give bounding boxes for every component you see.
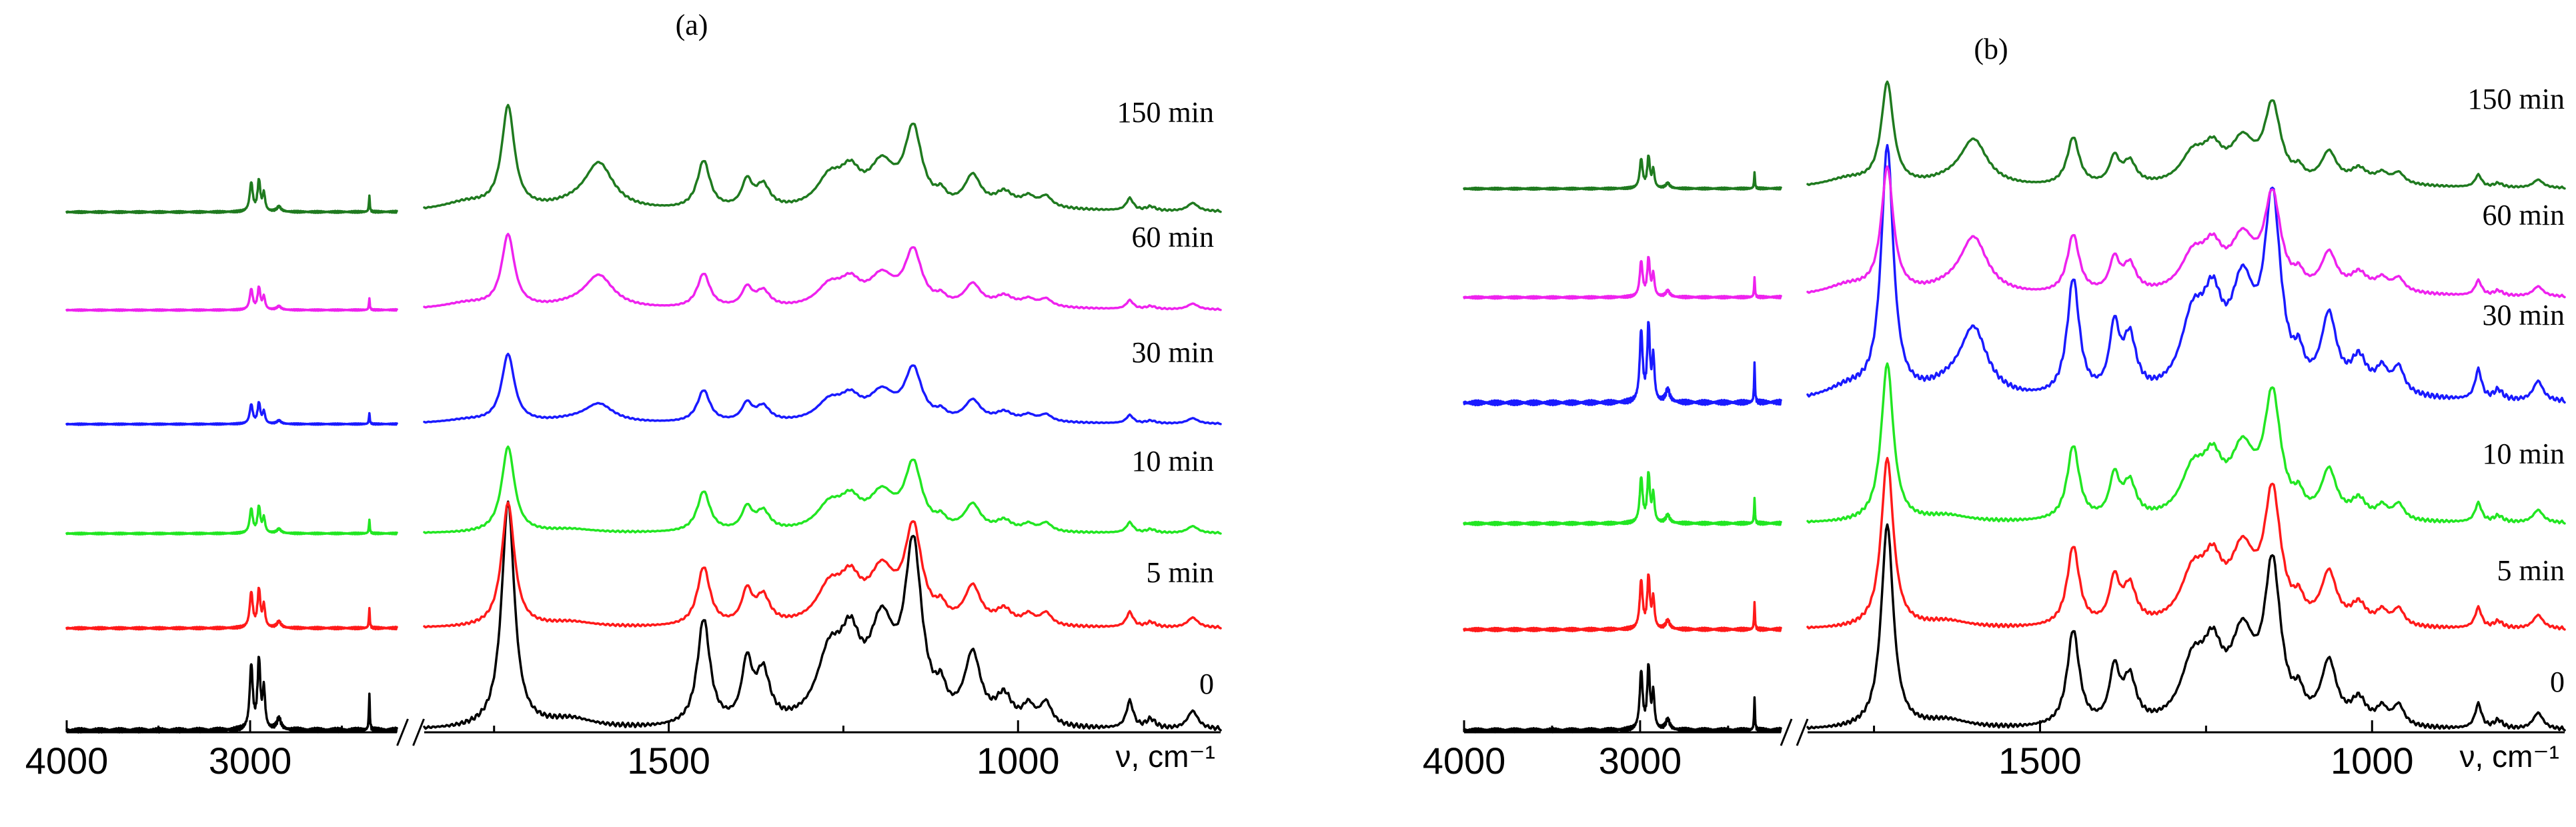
panel-a-spectra xyxy=(65,103,1222,734)
spectrum-10min-seg2 xyxy=(423,445,1222,535)
spectrum-0-seg1 xyxy=(1463,663,1782,734)
panel-a-label-10min: 10 min xyxy=(1132,445,1214,478)
spectrum-5min-seg1 xyxy=(65,586,398,631)
panel-b-label-5min: 5 min xyxy=(2497,554,2565,587)
spectrum-60min-seg2 xyxy=(423,233,1222,311)
panel-a-label-5min: 5 min xyxy=(1147,556,1214,589)
spectrum-10min-seg2 xyxy=(1806,362,2566,525)
panel-a-tick-1500: 1500 xyxy=(627,740,710,782)
panel-b-tick-1000: 1000 xyxy=(2331,740,2414,782)
panel-a-tick-1000: 1000 xyxy=(977,740,1060,782)
panel-b-x-unit-label: ν, cm⁻¹ xyxy=(2460,739,2559,774)
axis-break-mark xyxy=(396,718,409,746)
panel-b-label: (b) xyxy=(1974,33,2008,65)
panel-a-tick-4000: 4000 xyxy=(25,740,109,782)
panel-a-label: (a) xyxy=(676,9,708,41)
spectrum-60min-seg2 xyxy=(1806,165,2566,299)
panel-b-label-30min: 30 min xyxy=(2483,299,2565,331)
panel-a-label-150min: 150 min xyxy=(1117,96,1214,129)
spectrum-0-seg2 xyxy=(1806,523,2566,732)
spectrum-150min-seg1 xyxy=(65,177,398,215)
panel-a-label-30min: 30 min xyxy=(1132,336,1214,369)
panel-b-x-axis xyxy=(1463,718,2565,746)
panel-b-label-0: 0 xyxy=(2550,666,2565,698)
spectrum-0-seg2 xyxy=(423,500,1222,732)
panel-b-label-150min: 150 min xyxy=(2468,83,2565,115)
panel-b-label-10min: 10 min xyxy=(2483,438,2565,470)
axis-break-mark xyxy=(1780,718,1793,746)
panel-a-label-0: 0 xyxy=(1199,668,1214,700)
spectrum-30min-seg1 xyxy=(1463,321,1782,407)
panel-b-tick-4000: 4000 xyxy=(1423,740,1506,782)
spectrum-30min-seg2 xyxy=(1806,143,2566,404)
panel-a: (a) 4000 3000 1500 1000 ν, cm⁻¹ 0 5 min … xyxy=(25,9,1222,782)
spectrum-0-seg1 xyxy=(65,656,398,734)
panel-a-x-axis xyxy=(65,718,1221,746)
spectrum-30min-seg2 xyxy=(423,352,1222,426)
spectrum-5min-seg1 xyxy=(1463,573,1782,633)
spectrum-10min-seg1 xyxy=(1463,471,1782,527)
panel-b: (b) 4000 3000 1500 1000 ν, cm⁻¹ 0 5 min … xyxy=(1423,33,2566,782)
spectrum-60min-seg1 xyxy=(1463,255,1782,300)
spectrum-150min-seg2 xyxy=(1806,80,2566,190)
panel-b-tick-1500: 1500 xyxy=(1998,740,2082,782)
spectrum-150min-seg1 xyxy=(1463,154,1782,191)
panel-a-tick-3000: 3000 xyxy=(209,740,292,782)
spectrum-150min-seg2 xyxy=(423,103,1222,213)
spectrum-5min-seg2 xyxy=(423,501,1222,630)
axis-break-mark xyxy=(412,718,425,746)
axis-break-mark xyxy=(1796,718,1809,746)
spectrum-30min-seg1 xyxy=(65,401,398,426)
spectrum-5min-seg2 xyxy=(1806,457,2566,631)
panel-a-label-60min: 60 min xyxy=(1132,221,1214,253)
spectrum-60min-seg1 xyxy=(65,285,398,312)
panel-b-spectra xyxy=(1463,80,2566,734)
panel-a-x-unit-label: ν, cm⁻¹ xyxy=(1116,739,1215,774)
spectrum-10min-seg1 xyxy=(65,504,398,536)
panel-b-label-60min: 60 min xyxy=(2483,199,2565,231)
panel-b-tick-3000: 3000 xyxy=(1599,740,1682,782)
